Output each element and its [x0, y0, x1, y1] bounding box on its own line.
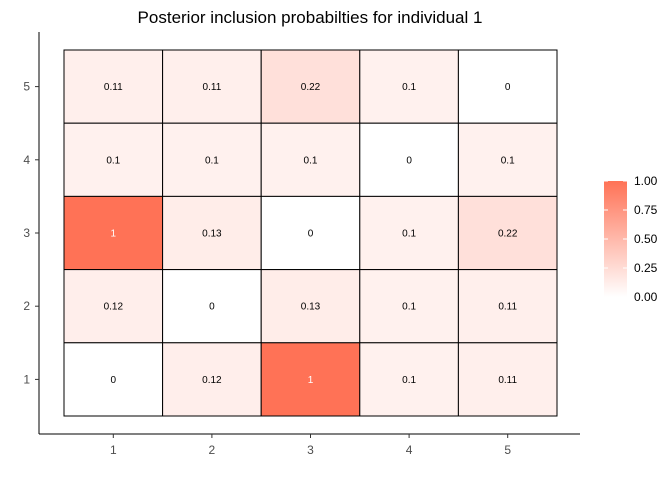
- legend-tick-label: 0.75: [634, 203, 658, 217]
- legend-tick-label: 1.00: [634, 174, 658, 188]
- x-tick-label: 3: [307, 443, 314, 457]
- x-tick-label: 4: [406, 443, 413, 457]
- cell-value-label: 0.11: [498, 375, 517, 386]
- heatmap-cell: [359, 122, 459, 197]
- cell-value-label: 0.13: [301, 302, 321, 313]
- cell-value-label: 1: [111, 229, 117, 240]
- cell-value-label: 0: [209, 302, 215, 313]
- chart-title: Posterior inclusion probabilties for ind…: [137, 8, 483, 27]
- heatmap-cells: 0.11 0.11 0.22 0.1 00.1 0.1 0.1 0 0.11 0.13 0 0.1 0.…: [63, 49, 558, 417]
- heatmap-cell: [457, 342, 558, 417]
- cell-value-label: 0.22: [498, 229, 518, 240]
- cell-value-label: 0.11: [203, 82, 222, 93]
- cell-value-label: 0.12: [104, 302, 124, 313]
- heatmap-cell: [359, 342, 459, 417]
- cell-value-label: 0.1: [205, 155, 219, 166]
- cell-value-label: 0.1: [402, 82, 416, 93]
- y-tick-label: 3: [23, 226, 30, 240]
- cell-value-label: 0.13: [202, 229, 222, 240]
- color-legend: 1.00 0.75 0.50 0.25 0.00: [604, 174, 658, 304]
- cell-value-label: 0.11: [498, 302, 517, 313]
- x-axis-ticks: 1 2 3 4 5: [110, 434, 511, 457]
- legend-tick-label: 0.25: [634, 261, 658, 275]
- heatmap-cell: [260, 342, 361, 417]
- cell-value-label: 0.1: [402, 375, 416, 386]
- heatmap-cell: [359, 269, 459, 344]
- cell-value-label: 0: [111, 375, 117, 386]
- x-tick-label: 2: [209, 443, 216, 457]
- cell-value-label: 0.1: [402, 302, 416, 313]
- cell-value-label: 0.1: [402, 229, 416, 240]
- cell-value-label: 0.11: [104, 82, 123, 93]
- heatmap-cell: [162, 342, 262, 417]
- y-tick-label: 2: [23, 299, 30, 313]
- y-axis-ticks: 1 2 3 4 5: [23, 80, 39, 386]
- heatmap-cell: [260, 49, 361, 124]
- heatmap-cell: [63, 269, 164, 344]
- x-tick-label: 5: [504, 443, 511, 457]
- cell-value-label: 0.1: [106, 155, 120, 166]
- cell-value-label: 0: [308, 229, 314, 240]
- legend-tick-label: 0.50: [634, 232, 658, 246]
- heatmap-cell: [260, 195, 361, 271]
- y-tick-label: 5: [23, 80, 30, 94]
- x-tick-label: 1: [110, 443, 117, 457]
- cell-value-label: 1: [308, 375, 314, 386]
- cell-value-label: 0: [505, 82, 511, 93]
- heatmap-cell: [63, 342, 164, 417]
- heatmap-cell: [162, 195, 262, 271]
- legend-tick-label: 0.00: [634, 290, 658, 304]
- heatmap-cell: [162, 49, 262, 124]
- cell-value-label: 0.1: [304, 155, 318, 166]
- cell-value-label: 0.22: [301, 82, 321, 93]
- cell-value-label: 0.12: [202, 375, 222, 386]
- heatmap-cell: [260, 269, 361, 344]
- cell-value-label: 0: [406, 155, 412, 166]
- heatmap-cell: [260, 122, 361, 197]
- heatmap-cell: [457, 49, 558, 124]
- heatmap-cell: [457, 269, 558, 344]
- cell-value-label: 0.1: [501, 155, 515, 166]
- heatmap-cell: [457, 195, 558, 271]
- heatmap-cell: [162, 269, 262, 344]
- y-tick-label: 4: [23, 153, 30, 167]
- heatmap-cell: [162, 122, 262, 197]
- heatmap-cell: [63, 49, 164, 124]
- y-tick-label: 1: [23, 372, 30, 386]
- legend-colorbar: [604, 181, 627, 297]
